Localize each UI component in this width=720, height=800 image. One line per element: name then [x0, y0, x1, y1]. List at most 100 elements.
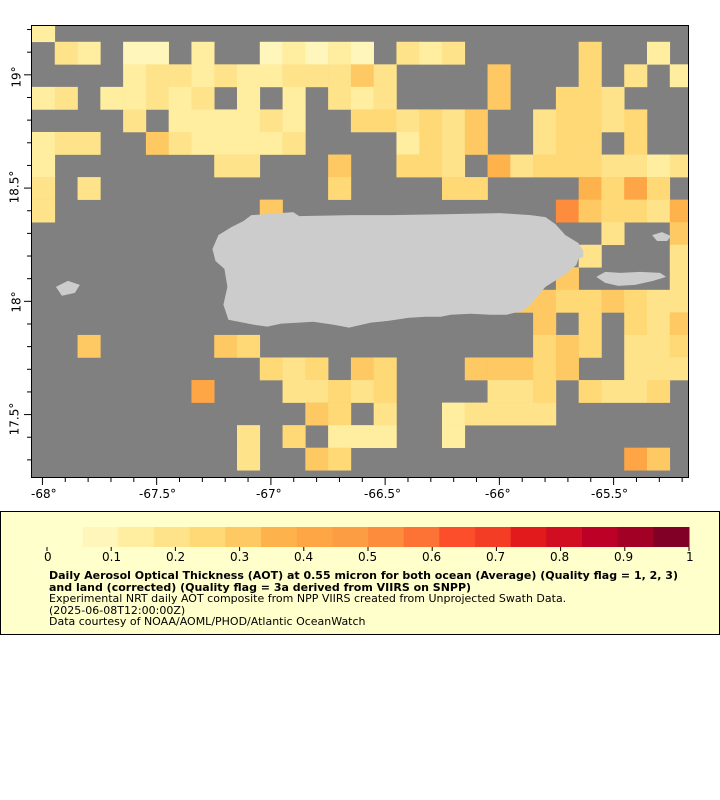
aot-cell: [282, 380, 306, 403]
aot-cell: [396, 154, 420, 178]
colorbar-segment: [225, 527, 262, 547]
aot-cell: [373, 357, 397, 381]
aot-cell: [647, 177, 671, 200]
map-plot-area: [31, 25, 689, 478]
culebra-island: [652, 232, 672, 242]
colorbar-segment: [582, 527, 619, 547]
aot-cell: [373, 109, 397, 133]
aot-cell: [624, 109, 648, 133]
aot-cell: [669, 334, 688, 358]
aot-cell: [555, 109, 579, 133]
aot-cell: [442, 177, 466, 200]
aot-cell: [578, 289, 602, 313]
aot-cell: [624, 447, 648, 471]
aot-cell: [647, 380, 671, 403]
aot-cell: [328, 177, 352, 200]
desecheo-island: [215, 244, 222, 250]
aot-cell: [578, 41, 602, 65]
x-tick-label: -67.5°: [139, 487, 177, 501]
aot-cell: [555, 357, 579, 381]
colorbar-segment: [189, 527, 226, 547]
aot-cell: [624, 131, 648, 155]
aot-cell: [282, 86, 306, 110]
aot-cell: [442, 109, 466, 133]
aot-cell: [305, 64, 329, 88]
aot-cell: [123, 109, 147, 133]
colorbar-segment: [546, 527, 583, 547]
aot-cell: [191, 41, 215, 65]
aot-cell: [259, 109, 283, 133]
aot-cell: [214, 334, 238, 358]
aot-cell: [510, 402, 534, 426]
aot-cell: [396, 131, 420, 155]
aot-cell: [282, 41, 306, 65]
aot-cell: [533, 289, 557, 313]
aot-cell: [237, 154, 261, 178]
aot-cell: [624, 154, 648, 178]
colorbar-segment: [475, 527, 512, 547]
colorbar-tick-label: 0.5: [358, 550, 378, 564]
aot-cell: [578, 131, 602, 155]
colorbar-tick-label: 0.7: [486, 550, 506, 564]
vieques-island: [596, 271, 667, 286]
aot-cell: [487, 154, 511, 178]
aot-cells-layer: [32, 26, 688, 471]
aot-cell: [237, 86, 261, 110]
aot-cell: [191, 64, 215, 88]
aot-cell: [350, 109, 374, 133]
aot-cell: [350, 357, 374, 381]
aot-cell: [578, 380, 602, 403]
aot-cell: [328, 154, 352, 178]
aot-cell: [624, 334, 648, 358]
aot-cell: [510, 357, 534, 381]
aot-cell: [77, 41, 101, 65]
colorbar-segment: [653, 527, 690, 547]
aot-cell: [54, 86, 78, 110]
aot-cell: [647, 447, 671, 471]
aot-cell: [54, 41, 78, 65]
aot-cell: [191, 380, 215, 403]
aot-cell: [419, 109, 443, 133]
aot-cell: [669, 199, 688, 223]
aot-cell: [464, 402, 488, 426]
aot-cell: [578, 312, 602, 336]
colorbar: [46, 527, 690, 551]
aot-cell: [533, 380, 557, 403]
aot-cell: [282, 109, 306, 133]
aot-cell: [669, 154, 688, 178]
aot-cell: [237, 447, 261, 471]
colorbar-segment: [82, 527, 119, 547]
aot-cell: [533, 109, 557, 133]
aot-cell: [77, 177, 101, 200]
aot-cell: [373, 402, 397, 426]
aot-cell: [510, 380, 534, 403]
colorbar-tick-label: 0.4: [294, 550, 314, 564]
x-tick-label: -66.5°: [364, 487, 402, 501]
aot-cell: [555, 289, 579, 313]
aot-cell: [168, 109, 192, 133]
aot-cell: [578, 86, 602, 110]
aot-cell: [32, 86, 56, 110]
colorbar-segment: [47, 527, 84, 547]
aot-cell: [328, 380, 352, 403]
aot-cell: [168, 131, 192, 155]
aot-cell: [624, 380, 648, 403]
aot-cell: [214, 64, 238, 88]
aot-cell: [669, 244, 688, 268]
aot-cell: [624, 199, 648, 223]
aot-cell: [328, 425, 352, 448]
x-tick-marks: [41, 478, 683, 485]
x-tick-label: -66°: [485, 487, 511, 501]
legend-timestamp: (2025-06-08T12:00:00Z): [49, 603, 186, 617]
aot-cell: [555, 199, 579, 223]
aot-cell: [100, 86, 124, 110]
aot-cell: [442, 41, 466, 65]
aot-cell: [578, 154, 602, 178]
aot-cell: [419, 131, 443, 155]
aot-cell: [214, 109, 238, 133]
aot-cell: [487, 357, 511, 381]
aot-cell: [328, 402, 352, 426]
aot-cell: [350, 86, 374, 110]
aot-cell: [601, 86, 625, 110]
aot-cell: [442, 154, 466, 178]
